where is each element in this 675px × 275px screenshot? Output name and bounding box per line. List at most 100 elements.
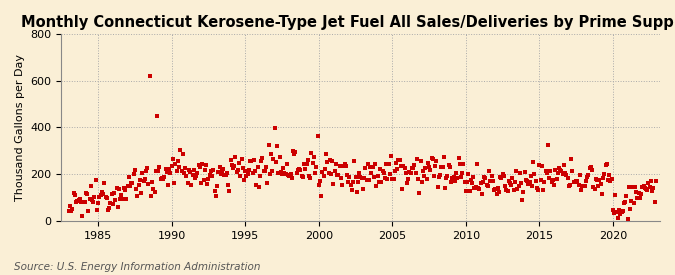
Point bbox=[267, 169, 277, 174]
Point bbox=[186, 183, 196, 188]
Point bbox=[321, 152, 331, 156]
Point bbox=[517, 198, 528, 202]
Point bbox=[371, 184, 382, 189]
Point bbox=[621, 194, 632, 198]
Point bbox=[304, 174, 315, 178]
Point bbox=[173, 164, 184, 169]
Point bbox=[261, 164, 271, 169]
Point bbox=[459, 180, 470, 184]
Point bbox=[86, 198, 97, 202]
Point bbox=[312, 133, 323, 138]
Point bbox=[565, 182, 576, 187]
Point bbox=[437, 165, 448, 169]
Point bbox=[356, 176, 367, 180]
Point bbox=[171, 169, 182, 174]
Point bbox=[148, 187, 159, 191]
Point bbox=[323, 171, 334, 175]
Point bbox=[90, 178, 101, 183]
Point bbox=[508, 188, 519, 192]
Point bbox=[510, 180, 520, 185]
Point bbox=[280, 172, 291, 177]
Point bbox=[546, 180, 557, 185]
Point bbox=[263, 143, 274, 147]
Point bbox=[615, 212, 626, 216]
Point bbox=[322, 160, 333, 164]
Point bbox=[605, 179, 616, 183]
Point bbox=[648, 185, 659, 190]
Point bbox=[176, 169, 187, 173]
Point bbox=[301, 161, 312, 166]
Point bbox=[485, 179, 495, 183]
Point bbox=[370, 162, 381, 166]
Point bbox=[328, 182, 339, 186]
Point bbox=[182, 181, 193, 185]
Point bbox=[501, 188, 512, 192]
Point bbox=[349, 158, 360, 163]
Point bbox=[205, 172, 215, 177]
Point bbox=[598, 176, 609, 180]
Point bbox=[155, 177, 166, 181]
Point bbox=[234, 161, 244, 166]
Point bbox=[397, 187, 408, 192]
Point bbox=[244, 167, 254, 172]
Point bbox=[514, 170, 525, 175]
Point bbox=[227, 166, 238, 170]
Point bbox=[404, 170, 415, 174]
Point bbox=[86, 183, 97, 188]
Point bbox=[600, 163, 611, 167]
Point bbox=[456, 175, 466, 179]
Point bbox=[481, 183, 492, 188]
Point bbox=[98, 191, 109, 196]
Point bbox=[612, 210, 622, 214]
Point bbox=[170, 162, 181, 167]
Point bbox=[649, 199, 660, 204]
Point bbox=[63, 208, 74, 213]
Point bbox=[112, 204, 123, 209]
Point bbox=[292, 168, 303, 172]
Point bbox=[247, 171, 258, 175]
Point bbox=[191, 174, 202, 178]
Point bbox=[545, 169, 556, 174]
Point bbox=[415, 159, 426, 164]
Point bbox=[539, 180, 549, 184]
Point bbox=[520, 178, 531, 182]
Point bbox=[295, 168, 306, 172]
Point bbox=[298, 162, 309, 167]
Point bbox=[128, 171, 139, 176]
Point bbox=[524, 180, 535, 184]
Point bbox=[628, 201, 639, 205]
Point bbox=[352, 190, 362, 194]
Point bbox=[139, 177, 150, 181]
Point bbox=[418, 168, 429, 173]
Point bbox=[551, 177, 562, 182]
Point bbox=[490, 186, 501, 191]
Point bbox=[424, 164, 435, 169]
Point bbox=[479, 175, 489, 180]
Point bbox=[609, 211, 620, 215]
Point bbox=[82, 192, 92, 196]
Point bbox=[639, 186, 650, 191]
Point bbox=[310, 171, 321, 176]
Point bbox=[496, 176, 507, 180]
Point bbox=[161, 170, 172, 174]
Point bbox=[614, 208, 624, 213]
Point bbox=[416, 179, 427, 184]
Point bbox=[573, 183, 584, 187]
Point bbox=[84, 197, 95, 202]
Point bbox=[352, 180, 363, 185]
Point bbox=[572, 178, 583, 183]
Point bbox=[254, 173, 265, 178]
Point bbox=[273, 170, 284, 175]
Point bbox=[179, 171, 190, 176]
Point bbox=[533, 188, 543, 192]
Point bbox=[208, 168, 219, 173]
Point bbox=[67, 207, 78, 211]
Point bbox=[289, 152, 300, 156]
Point bbox=[259, 169, 270, 173]
Point bbox=[72, 199, 83, 203]
Point bbox=[523, 182, 534, 186]
Point bbox=[389, 169, 400, 174]
Point bbox=[486, 174, 497, 178]
Point bbox=[350, 174, 361, 179]
Point bbox=[125, 184, 136, 188]
